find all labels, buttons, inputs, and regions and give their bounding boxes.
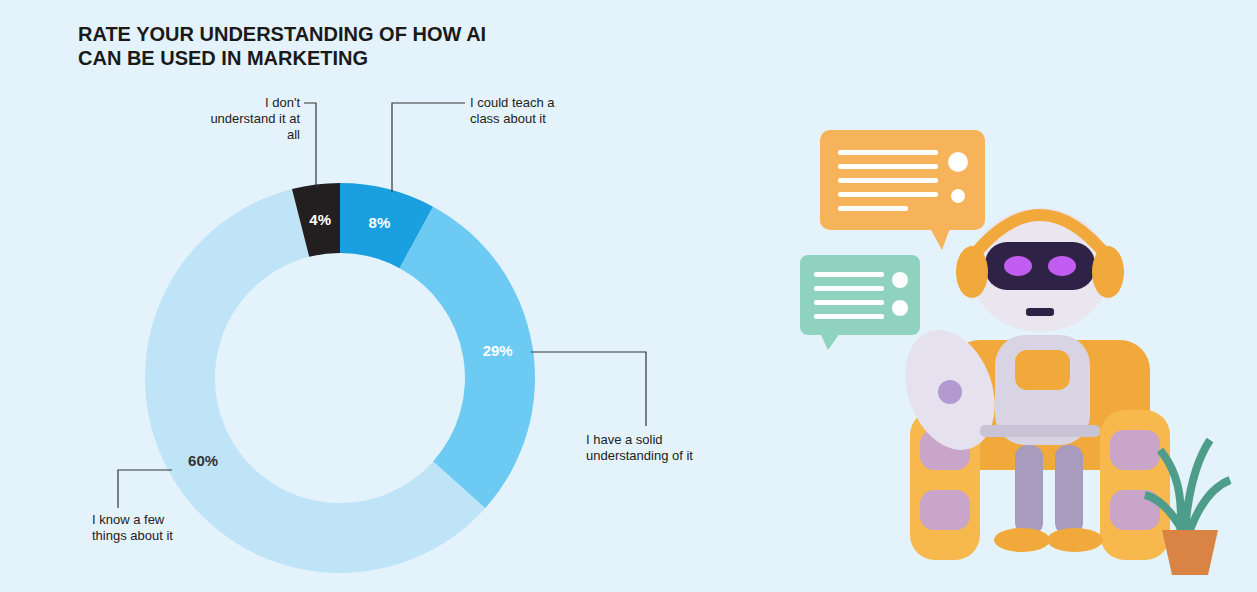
svg-text:29%: 29% (483, 342, 513, 359)
html-text:I know a few things about it: I know a few things about it (92, 512, 173, 543)
svg-text:8%: 8% (369, 214, 391, 231)
html-text:I don't understand it at all: I don't understand it at all (210, 95, 300, 142)
svg-text:4%: 4% (309, 211, 331, 228)
html-text:I have a solid understanding o: I have a solid understanding of it (586, 432, 693, 463)
html-text:RATE YOUR UNDERSTANDING OF HOW: RATE YOUR UNDERSTANDING OF HOW AI CAN BE… (78, 23, 487, 69)
svg-text:60%: 60% (188, 452, 218, 469)
html-text:I could teach a class about it: I could teach a class about it (470, 95, 555, 126)
